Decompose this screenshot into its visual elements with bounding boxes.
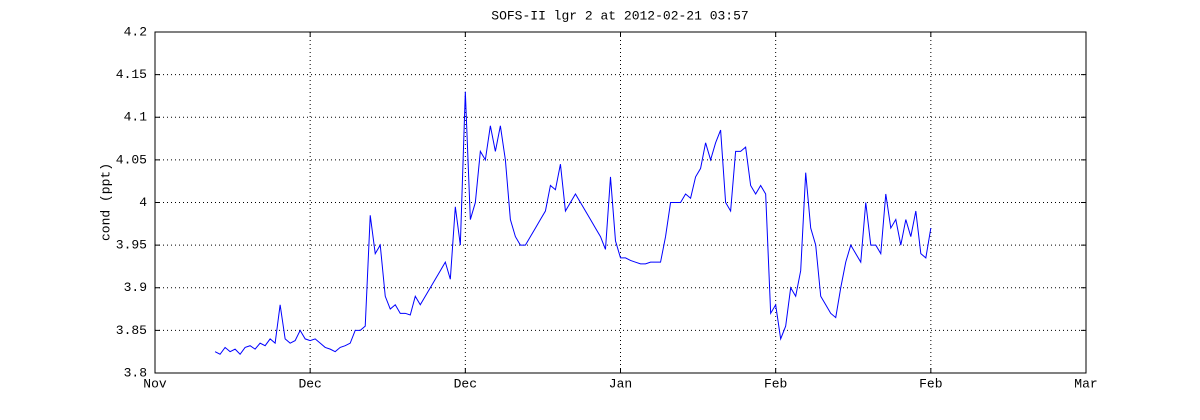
y-tick-label: 4	[139, 195, 147, 210]
y-tick-label: 4.2	[124, 24, 147, 39]
x-tick-label: Feb	[764, 376, 787, 391]
y-tick-label: 3.85	[116, 323, 147, 338]
y-tick-label: 4.15	[116, 67, 147, 82]
data-line	[214, 91, 932, 356]
x-tick-label: Feb	[919, 376, 942, 391]
y-tick-label: 3.8	[124, 365, 147, 380]
y-axis-label: cond (ppt)	[98, 163, 113, 241]
x-tick-label: Nov	[143, 376, 167, 391]
x-tick-label: Jan	[609, 376, 632, 391]
x-tick-label: Dec	[454, 376, 477, 391]
x-tick-label: Dec	[298, 376, 321, 391]
y-tick-label: 4.05	[116, 152, 147, 167]
y-tick-label: 4.1	[124, 110, 148, 125]
y-tick-label: 3.95	[116, 238, 147, 253]
x-tick-label: Mar	[1074, 376, 1097, 391]
plot-frame	[154, 31, 1087, 374]
chart-title: SOFS-II lgr 2 at 2012-02-21 03:57	[491, 8, 748, 23]
y-tick-label: 3.9	[124, 280, 147, 295]
